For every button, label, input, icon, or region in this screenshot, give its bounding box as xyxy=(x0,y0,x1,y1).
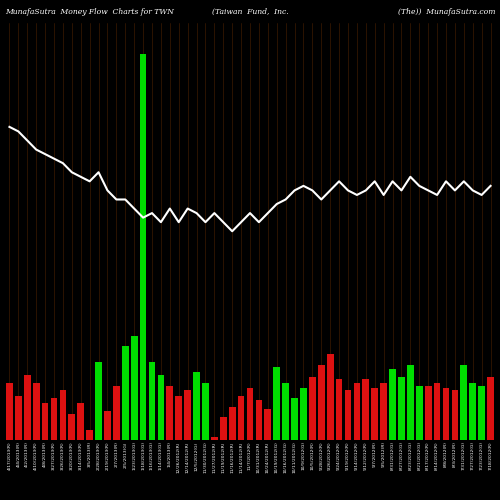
Bar xyxy=(78,404,84,440)
Bar xyxy=(309,378,316,440)
Bar xyxy=(380,382,387,440)
Bar xyxy=(50,398,58,440)
Bar xyxy=(487,378,494,440)
Bar xyxy=(434,382,440,440)
Bar xyxy=(104,411,111,440)
Bar xyxy=(300,388,307,440)
Bar xyxy=(42,404,48,440)
Bar xyxy=(282,382,289,440)
Bar xyxy=(416,386,422,440)
Bar xyxy=(193,372,200,440)
Bar xyxy=(140,54,146,440)
Bar xyxy=(327,354,334,440)
Bar xyxy=(274,367,280,440)
Bar xyxy=(131,336,138,440)
Bar xyxy=(425,386,432,440)
Bar xyxy=(6,382,13,440)
Bar xyxy=(478,386,485,440)
Bar xyxy=(15,396,22,440)
Bar xyxy=(184,390,191,440)
Bar xyxy=(336,380,342,440)
Bar xyxy=(318,365,324,440)
Bar xyxy=(442,388,450,440)
Bar xyxy=(166,386,173,440)
Bar xyxy=(344,390,352,440)
Bar xyxy=(238,396,244,440)
Bar xyxy=(158,376,164,440)
Bar xyxy=(460,365,467,440)
Bar xyxy=(256,400,262,440)
Bar xyxy=(220,417,226,440)
Bar xyxy=(229,406,235,440)
Bar xyxy=(148,362,156,440)
Bar xyxy=(68,414,75,440)
Bar xyxy=(354,382,360,440)
Text: (The))  MunafaSutra.com: (The)) MunafaSutra.com xyxy=(398,8,495,16)
Bar xyxy=(407,365,414,440)
Bar xyxy=(470,382,476,440)
Bar xyxy=(86,430,93,440)
Bar xyxy=(389,369,396,440)
Bar xyxy=(95,362,102,440)
Bar xyxy=(176,396,182,440)
Bar xyxy=(246,388,254,440)
Bar xyxy=(202,382,209,440)
Text: MunafaSutra  Money Flow  Charts for TWN: MunafaSutra Money Flow Charts for TWN xyxy=(5,8,174,16)
Bar xyxy=(113,386,119,440)
Text: (Taiwan  Fund,  Inc.: (Taiwan Fund, Inc. xyxy=(212,8,288,16)
Bar xyxy=(452,390,458,440)
Bar xyxy=(60,390,66,440)
Bar xyxy=(122,346,128,440)
Bar xyxy=(24,376,30,440)
Bar xyxy=(398,378,405,440)
Bar xyxy=(211,437,218,440)
Bar xyxy=(372,388,378,440)
Bar xyxy=(291,398,298,440)
Bar xyxy=(362,380,369,440)
Bar xyxy=(33,382,40,440)
Bar xyxy=(264,408,271,440)
